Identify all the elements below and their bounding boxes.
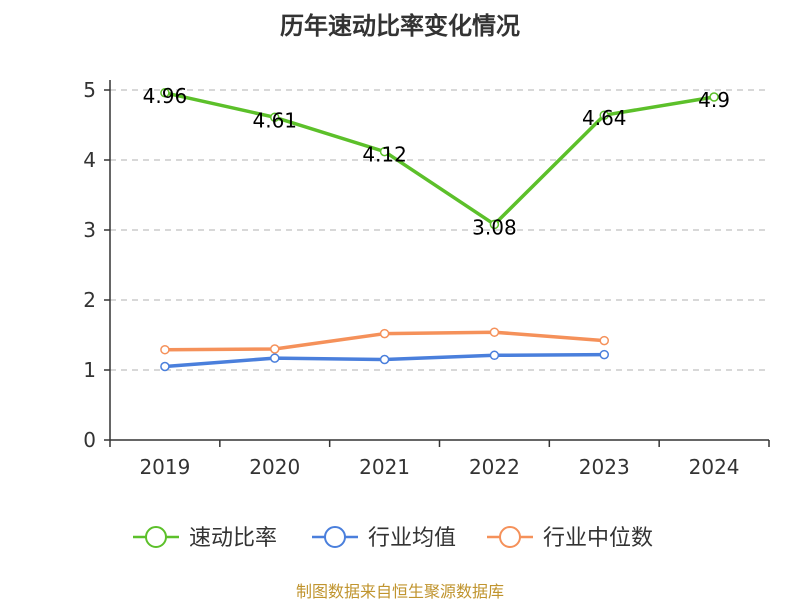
x-tick-label: 2019: [139, 455, 190, 479]
data-point: [270, 112, 280, 123]
data-point: [379, 354, 390, 365]
data-label: 4.96: [143, 84, 188, 108]
y-tick-label: 2: [83, 288, 96, 312]
x-tick-label: 2024: [689, 455, 740, 479]
y-tick-label: 5: [83, 78, 96, 102]
legend-marker: [145, 526, 167, 548]
data-point: [599, 335, 609, 346]
data-point: [599, 110, 609, 120]
data-point: [160, 361, 170, 372]
legend-label: 速动比率: [189, 526, 277, 551]
data-label: 4.64: [582, 106, 627, 130]
legend-label: 行业中位数: [543, 526, 653, 551]
x-tick-label: 2020: [249, 455, 300, 479]
data-point: [489, 350, 500, 361]
data-point: [270, 353, 280, 363]
data-point: [160, 88, 170, 98]
legend-marker: [324, 526, 346, 548]
y-tick-label: 3: [83, 218, 96, 242]
data-point: [489, 327, 500, 337]
data-point: [489, 219, 500, 230]
y-tick-label: 4: [83, 148, 96, 172]
series-line-1: [164, 91, 715, 227]
data-label: 4.9: [698, 88, 730, 112]
source-note: 制图数据来自恒生聚源数据库: [295, 582, 504, 601]
data-point: [160, 344, 170, 355]
x-tick-label: 2023: [579, 455, 630, 479]
data-point: [709, 92, 719, 102]
y-tick-label: 1: [83, 358, 96, 382]
legend-marker: [499, 526, 521, 548]
data-point: [270, 344, 280, 354]
x-tick-label: 2022: [469, 455, 520, 479]
data-point: [599, 349, 609, 360]
legend-label: 行业均值: [368, 526, 456, 551]
y-tick-label: 0: [83, 428, 96, 452]
chart-title: 历年速动比率变化情况: [280, 12, 520, 40]
data-point: [379, 146, 390, 157]
data-label: 3.08: [472, 215, 517, 239]
data-label: 4.61: [252, 108, 297, 132]
x-tick-label: 2021: [359, 455, 410, 479]
data-label: 4.12: [362, 143, 407, 167]
data-point: [379, 328, 390, 339]
